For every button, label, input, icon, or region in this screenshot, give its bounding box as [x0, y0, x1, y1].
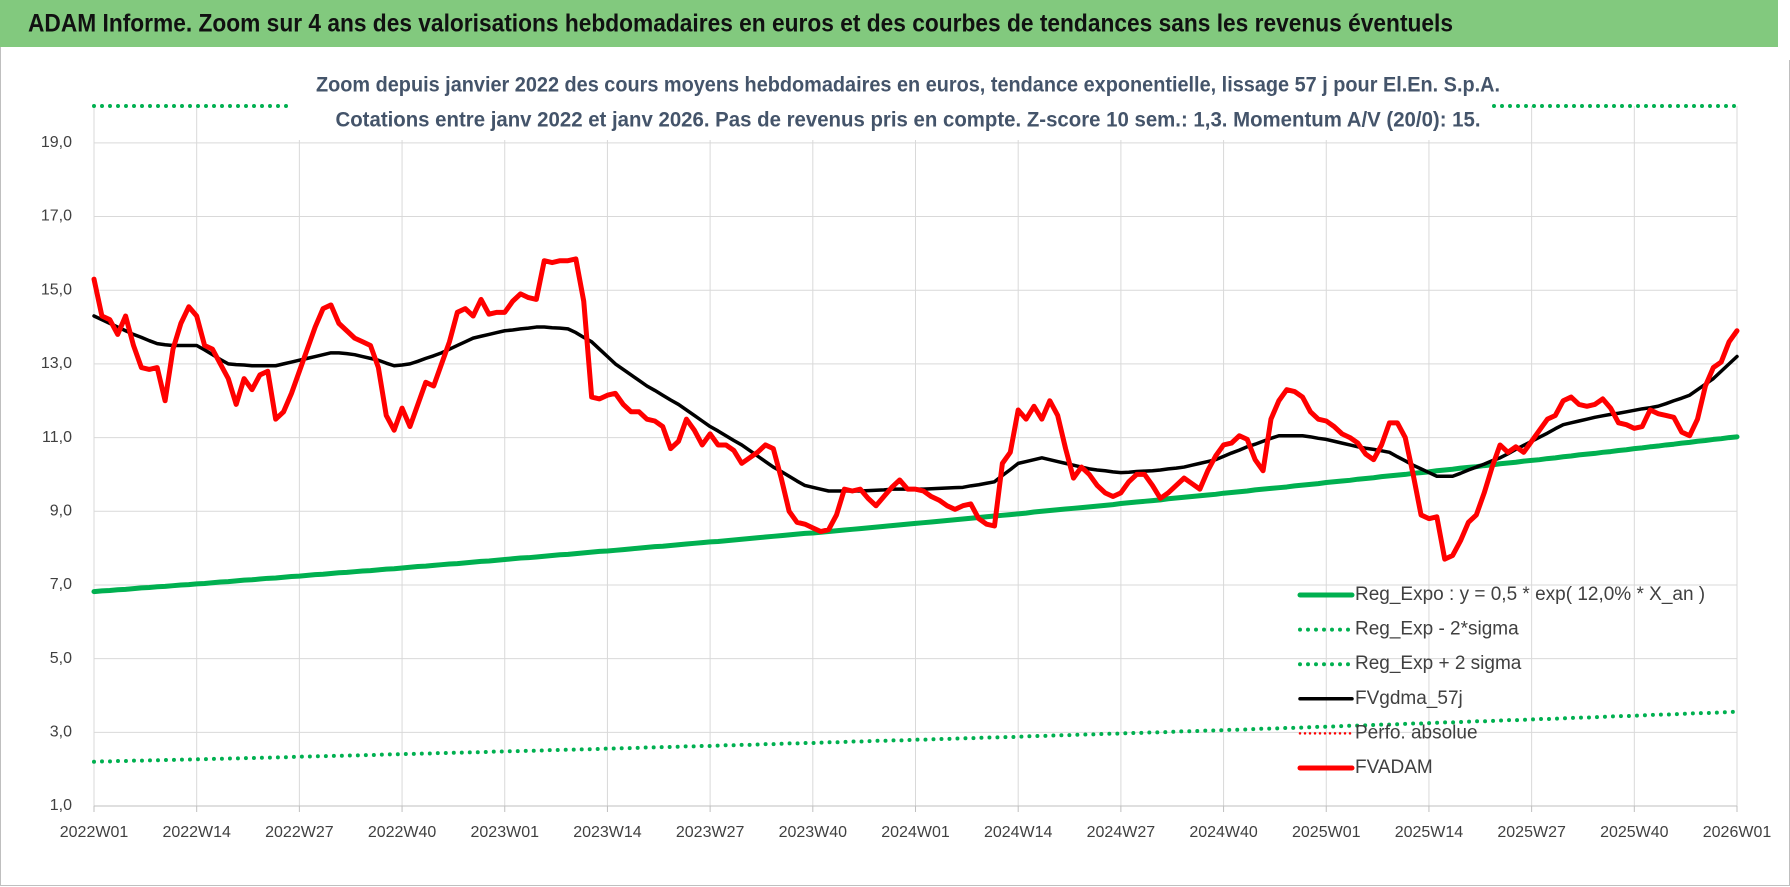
header-bar: [0, 0, 1790, 47]
legend: Reg_Expo : y = 0,5 * exp( 12,0% * X_an )…: [1297, 584, 1705, 778]
x-tick-label: 2023W14: [573, 824, 642, 841]
chart-title: ADAM Informe. Zoom sur 4 ans des valoris…: [28, 10, 1453, 38]
x-tick-label: 2022W01: [60, 824, 129, 841]
x-tick-label: 2022W27: [265, 824, 334, 841]
x-tick-label: 2024W27: [1087, 824, 1156, 841]
x-tick-label: 2025W14: [1395, 824, 1464, 841]
series-line: [92, 709, 1739, 764]
series-line: [91, 256, 1740, 562]
y-tick-label: 3,0: [50, 724, 72, 741]
y-tick-label: 13,0: [41, 355, 72, 372]
legend-label: Perfo. absolue: [1355, 722, 1478, 743]
y-tick-label: 15,0: [41, 281, 72, 298]
x-tick-label: 2022W40: [368, 824, 437, 841]
x-tick-label: 2025W01: [1292, 824, 1361, 841]
y-tick-label: 9,0: [50, 502, 72, 519]
chart-subtitle: Zoom depuis janvier 2022 des cours moyen…: [316, 74, 1500, 97]
y-tick-label: 1,0: [50, 797, 72, 814]
y-tick-label: 17,0: [41, 208, 72, 225]
chart-subtitle: Cotations entre janv 2022 et janv 2026. …: [336, 109, 1481, 132]
plot-area: 1,0 3,0 5,0 7,0 9,0 11,0 13,0 15,0 17,0 19,0 2022W…: [41, 104, 1772, 841]
subtitle-box: [292, 68, 1490, 140]
x-tick-label: 2023W40: [779, 824, 848, 841]
header-edge: [1778, 0, 1790, 60]
legend-label: FVgdma_57j: [1355, 688, 1463, 709]
x-tick-label: 2024W14: [984, 824, 1053, 841]
x-tick-label: 2023W27: [676, 824, 745, 841]
y-tick-label: 7,0: [50, 576, 72, 593]
x-tick-label: 2025W27: [1497, 824, 1566, 841]
x-tick-label: 2022W14: [162, 824, 231, 841]
legend-label: Reg_Expo : y = 0,5 * exp( 12,0% * X_an ): [1355, 584, 1705, 605]
legend-label: Reg_Exp + 2 sigma: [1355, 653, 1522, 674]
legend-label: Reg_Exp - 2*sigma: [1355, 619, 1519, 640]
y-tick-label: 5,0: [50, 650, 72, 667]
y-tick-label: 19,0: [41, 134, 72, 151]
series-line: [91, 434, 1740, 595]
x-tick-label: 2024W01: [881, 824, 950, 841]
legend-label: FVADAM: [1355, 757, 1433, 778]
x-tick-label: 2026W01: [1703, 824, 1772, 841]
x-tick-label: 2025W40: [1600, 824, 1669, 841]
x-tick-label: 2024W40: [1189, 824, 1258, 841]
x-tick-label: 2023W01: [471, 824, 540, 841]
y-tick-label: 11,0: [42, 429, 72, 446]
